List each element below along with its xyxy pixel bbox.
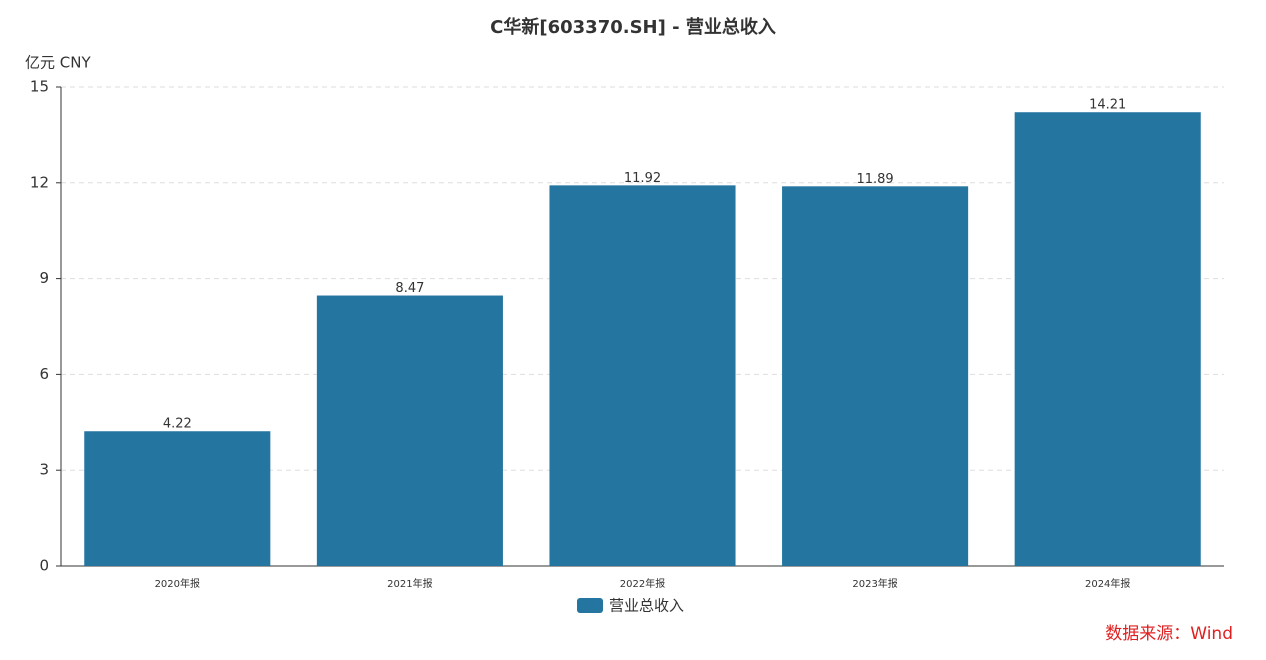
value-label: 8.47 (395, 281, 424, 296)
y-tick-label: 0 (39, 557, 49, 575)
chart-title: C华新[603370.SH] - 营业总收入 (490, 16, 776, 38)
x-tick-label: 2023年报 (852, 577, 897, 590)
bar (549, 185, 736, 566)
value-label: 11.89 (856, 172, 893, 187)
legend-label: 营业总收入 (609, 597, 684, 615)
x-tick-label: 2024年报 (1085, 577, 1130, 590)
y-unit-label: 亿元 CNY (25, 54, 91, 72)
source-note: 数据来源：Wind (1105, 624, 1233, 644)
x-tick-label: 2020年报 (155, 577, 200, 590)
bar (84, 431, 271, 566)
bar (316, 295, 503, 566)
y-tick-label: 12 (30, 173, 49, 191)
value-label: 11.92 (624, 171, 661, 186)
value-label: 14.21 (1089, 98, 1126, 113)
y-tick-label: 9 (39, 269, 49, 287)
y-tick-label: 6 (39, 365, 49, 383)
bar (1014, 112, 1201, 567)
x-tick-label: 2021年报 (387, 577, 432, 590)
value-label: 4.22 (163, 417, 192, 432)
y-tick-label: 3 (39, 461, 49, 479)
bar (782, 186, 969, 566)
x-tick-label: 2022年报 (620, 577, 665, 590)
legend-swatch (577, 598, 603, 613)
y-tick-label: 15 (30, 78, 49, 96)
